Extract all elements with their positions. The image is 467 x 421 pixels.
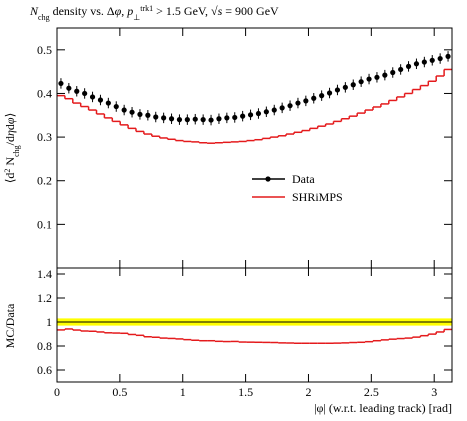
ratio-y-label: MC/Data [3, 303, 17, 348]
data-point [326, 90, 333, 96]
y-tick-label: 0.5 [37, 43, 52, 57]
data-point [366, 76, 372, 82]
data-point [319, 93, 325, 99]
data-point [240, 113, 246, 119]
data-point [58, 80, 64, 87]
data-point [153, 114, 159, 120]
text-part: φ [115, 4, 122, 18]
data-point [200, 117, 206, 123]
legend-marker [265, 176, 271, 182]
data-point [421, 59, 427, 65]
data-point [413, 61, 420, 67]
data-point [97, 97, 104, 103]
data-point [255, 110, 262, 117]
data-point [303, 98, 309, 104]
data-point [105, 100, 111, 106]
data-point [247, 112, 254, 118]
text-part: ⟩ [3, 113, 17, 118]
data-point [350, 82, 356, 88]
legend-label: Data [292, 172, 315, 186]
x-axis-label: |φ| (w.r.t. leading track) [rad] [314, 401, 452, 415]
text-part: chg [38, 13, 50, 22]
data-point [390, 69, 396, 76]
data-point [145, 112, 151, 118]
text-part: ⟨d [3, 173, 17, 184]
data-point [216, 116, 222, 122]
data-point [271, 107, 277, 113]
data-point [342, 84, 348, 90]
legend-label: SHRiMPS [292, 190, 343, 204]
data-point [287, 103, 293, 109]
x-tick-label: 2.5 [364, 385, 379, 399]
data-point [295, 100, 301, 106]
data-point [121, 107, 127, 113]
y-tick-label: 0.1 [37, 217, 52, 231]
text-part: N [29, 4, 39, 18]
panel-frame [56, 27, 453, 269]
data-point [176, 117, 183, 123]
text-part: , [121, 4, 127, 18]
text-part: N [3, 157, 17, 169]
data-point [224, 115, 230, 121]
data-point [429, 57, 435, 63]
text-part: chg [12, 145, 21, 157]
data-point [279, 105, 285, 111]
x-tick-label: 3 [431, 385, 437, 399]
data-point [137, 111, 143, 117]
text-part: 2 [3, 169, 12, 173]
x-tick-label: 0 [54, 385, 60, 399]
y-tick-label: 1.4 [37, 267, 52, 281]
y-tick-label: 0.2 [37, 174, 52, 188]
data-point [184, 117, 190, 123]
chart-title: Nchg density vs. Δφ, p⊥trk1 > 1.5 GeV, √… [29, 4, 279, 22]
y-tick-label: 0.6 [37, 363, 52, 377]
data-point [208, 117, 214, 123]
data-point [66, 85, 72, 91]
text-part: η [3, 130, 17, 136]
data-point [334, 87, 341, 93]
y-axis-label: ⟨d2 Nchg/dηdφ⟩ [3, 113, 21, 184]
x-tick-label: 1 [180, 385, 186, 399]
x-tick-label: 2 [305, 385, 311, 399]
data-point [129, 109, 135, 115]
text-part: s [218, 4, 223, 18]
data-point [374, 74, 380, 80]
y-tick-label: 0.8 [37, 339, 52, 353]
data-point [382, 72, 388, 78]
text-part: φ [3, 117, 17, 124]
data-point [358, 79, 364, 85]
data-point [113, 103, 119, 110]
data-point [405, 63, 412, 69]
y-tick-label: 0.4 [37, 86, 52, 100]
data-point [311, 95, 317, 101]
data-point [263, 109, 269, 115]
y-tick-label: 1 [46, 315, 52, 329]
text-part: = 900 GeV [222, 4, 279, 18]
data-point [74, 88, 80, 94]
data-point [445, 53, 451, 59]
text-part: trk1 [140, 4, 153, 13]
data-point [89, 94, 96, 100]
text-part: p [126, 4, 133, 18]
text-part: /d [3, 136, 17, 145]
data-point [82, 90, 88, 97]
y-tick-label: 1.2 [37, 291, 52, 305]
text-part: d [3, 124, 17, 130]
data-point [437, 55, 443, 62]
data-point [232, 114, 238, 121]
x-tick-label: 1.5 [238, 385, 253, 399]
y-tick-label: 0.3 [37, 130, 52, 144]
text-part: density vs. Δ [50, 4, 115, 18]
data-point [398, 66, 404, 73]
data-point [161, 115, 167, 121]
panel-frame [56, 267, 453, 383]
data-point [168, 116, 175, 122]
data-point [192, 116, 198, 122]
x-tick-label: 0.5 [112, 385, 127, 399]
text-part: ⊥ [133, 13, 140, 22]
text-part: > 1.5 GeV, √ [153, 4, 218, 18]
